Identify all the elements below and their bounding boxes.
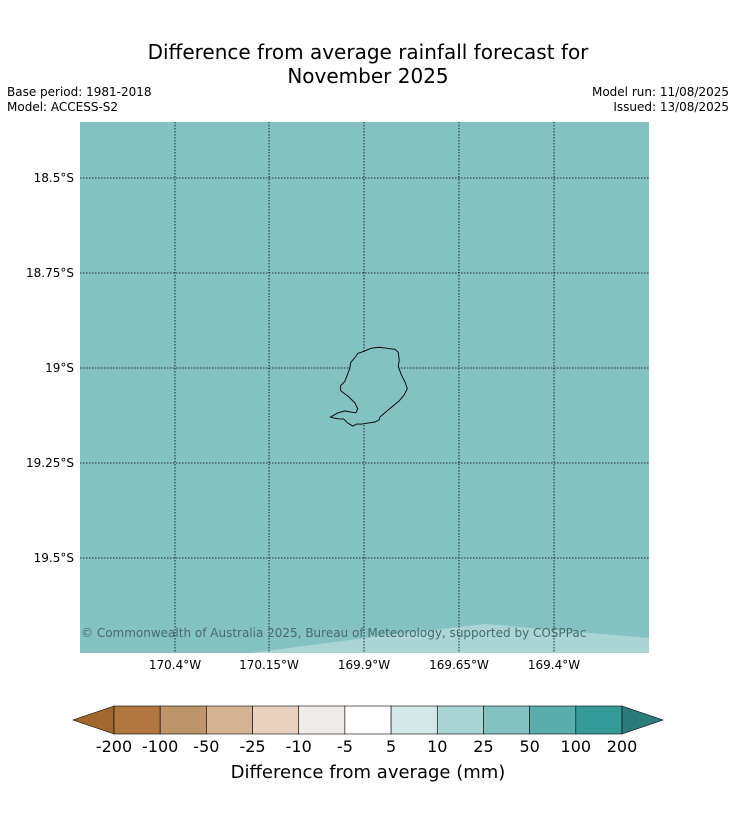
lon-label: 170.4°W (148, 658, 202, 672)
lat-label: 18.75°S (26, 266, 74, 280)
colorbar-tick-label: -10 (285, 737, 312, 756)
colorbar-label: Difference from average (mm) (230, 762, 506, 783)
colorbar-segment (344, 705, 392, 735)
meta-left: Base period: 1981-2018 Model: ACCESS-S2 (7, 85, 152, 115)
map-canvas (80, 122, 649, 653)
colorbar-tick-label: -100 (142, 737, 179, 756)
model-text: Model: ACCESS-S2 (7, 100, 119, 114)
colorbar-segment (206, 705, 253, 735)
rainfall-contour-band (250, 624, 649, 653)
title-line-1: Difference from average rainfall forecas… (147, 40, 589, 64)
colorbar-segment (529, 705, 577, 735)
colorbar-tick-label: -25 (239, 737, 266, 756)
colorbar-tick-label: -50 (193, 737, 220, 756)
lat-label: 19.25°S (26, 456, 74, 470)
forecast-map (80, 122, 649, 653)
lat-label: 18.5°S (33, 171, 74, 185)
colorbar-under-extension (72, 705, 115, 735)
colorbar-segment (113, 705, 161, 735)
base-period-text: Base period: 1981-2018 (7, 85, 152, 99)
model-run-text: Model run: 11/08/2025 (591, 85, 729, 99)
colorbar-tick-label: 10 (427, 737, 448, 756)
colorbar-segment (159, 705, 207, 735)
colorbar-segment (252, 705, 300, 735)
colorbar-over-extension (621, 705, 664, 735)
colorbar-segment (483, 705, 530, 735)
issued-text: Issued: 13/08/2025 (613, 100, 729, 114)
lat-label: 19°S (45, 361, 74, 375)
colorbar-segment (390, 705, 438, 735)
meta-right: Model run: 11/08/2025 Issued: 13/08/2025 (592, 85, 729, 115)
colorbar-tick-label: 200 (606, 737, 638, 756)
title-line-2: November 2025 (287, 64, 449, 88)
colorbar-segment (436, 705, 484, 735)
island-coastline (329, 346, 408, 427)
lon-label: 170.15°W (239, 658, 299, 672)
colorbar-tick-label: 25 (473, 737, 494, 756)
copyright-text: © Commonwealth of Australia 2025, Bureau… (81, 626, 587, 640)
lat-label: 19.5°S (33, 551, 74, 565)
lon-label: 169.4°W (527, 658, 581, 672)
colorbar-tick-label: -200 (95, 737, 133, 756)
colorbar-tick-label: 50 (519, 737, 540, 756)
colorbar-segment (298, 705, 346, 735)
colorbar-tick-label: 5 (385, 737, 397, 756)
lon-label: 169.65°W (429, 658, 489, 672)
colorbar-tick-label: 100 (560, 737, 592, 756)
lon-label: 169.9°W (337, 658, 391, 672)
colorbar (72, 705, 664, 735)
colorbar-segment (575, 705, 623, 735)
colorbar-tick-label: -5 (336, 737, 353, 756)
